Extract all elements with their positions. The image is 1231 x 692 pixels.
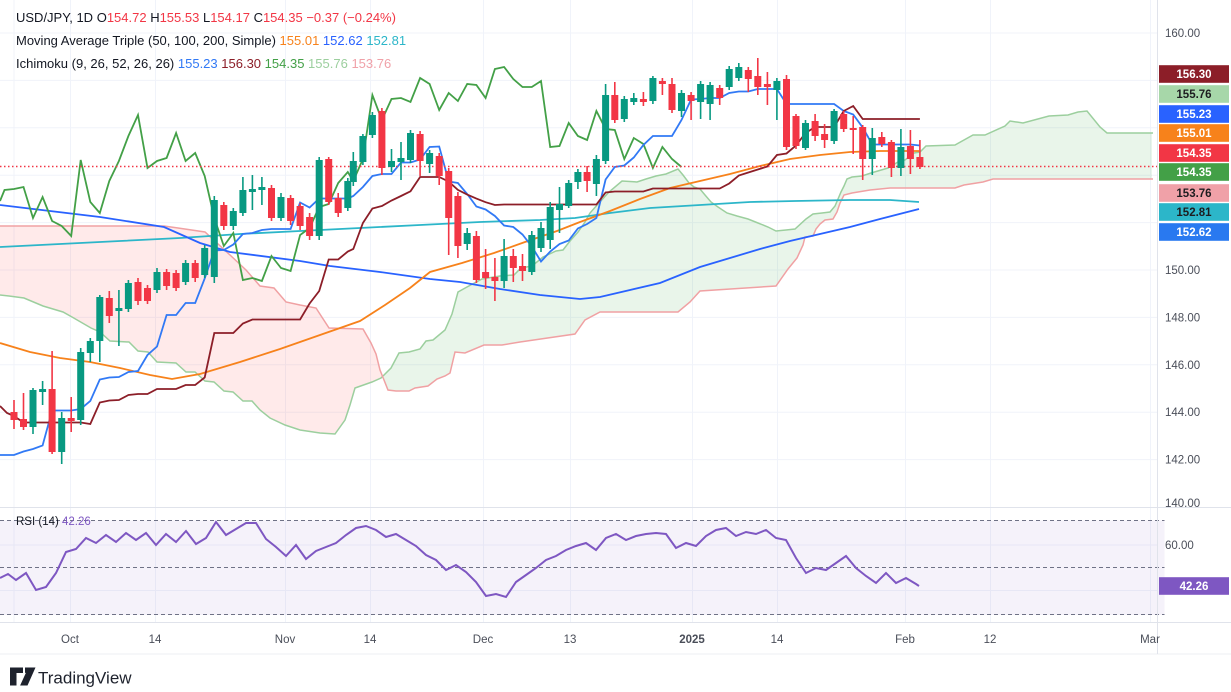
svg-text:RSI (14) 42.26: RSI (14) 42.26 (16, 516, 91, 528)
svg-text:155.23: 155.23 (1176, 109, 1211, 121)
svg-text:142.00: 142.00 (1165, 455, 1200, 467)
svg-text:140.00: 140.00 (1165, 498, 1200, 510)
svg-text:153.76: 153.76 (1176, 188, 1211, 200)
svg-text:14: 14 (149, 634, 162, 646)
svg-text:60.00: 60.00 (1165, 540, 1194, 552)
svg-text:155.76: 155.76 (1176, 89, 1211, 101)
svg-text:Dec: Dec (473, 634, 494, 646)
svg-text:Ichimoku (9, 26, 52, 26, 26) 1: Ichimoku (9, 26, 52, 26, 26) 155.23 156.… (16, 56, 391, 71)
svg-text:155.01: 155.01 (1176, 128, 1212, 140)
svg-text:Nov: Nov (275, 634, 296, 646)
svg-text:154.35: 154.35 (1176, 167, 1212, 179)
svg-text:152.81: 152.81 (1176, 207, 1212, 219)
svg-text:13: 13 (564, 634, 577, 646)
svg-text:2025: 2025 (679, 634, 705, 646)
svg-text:14: 14 (364, 634, 377, 646)
svg-text:Oct: Oct (61, 634, 80, 646)
svg-text:14: 14 (771, 634, 784, 646)
svg-text:156.30: 156.30 (1176, 69, 1211, 81)
svg-text:144.00: 144.00 (1165, 407, 1200, 419)
svg-text:Feb: Feb (895, 634, 915, 646)
svg-text:Moving Average Triple (50, 100: Moving Average Triple (50, 100, 200, Sim… (16, 33, 406, 48)
svg-text:USD/JPY, 1D O154.72 H155.53 L1: USD/JPY, 1D O154.72 H155.53 L154.17 C154… (16, 10, 396, 25)
svg-text:150.00: 150.00 (1165, 265, 1200, 277)
svg-text:152.62: 152.62 (1176, 227, 1211, 239)
svg-text:154.35: 154.35 (1176, 148, 1212, 160)
svg-text:Mar: Mar (1140, 634, 1160, 646)
svg-text:42.26: 42.26 (1180, 581, 1209, 593)
svg-text:12: 12 (984, 634, 997, 646)
svg-text:146.00: 146.00 (1165, 360, 1200, 372)
svg-text:TradingView: TradingView (38, 669, 132, 688)
svg-text:148.00: 148.00 (1165, 312, 1200, 324)
svg-text:160.00: 160.00 (1165, 28, 1200, 40)
